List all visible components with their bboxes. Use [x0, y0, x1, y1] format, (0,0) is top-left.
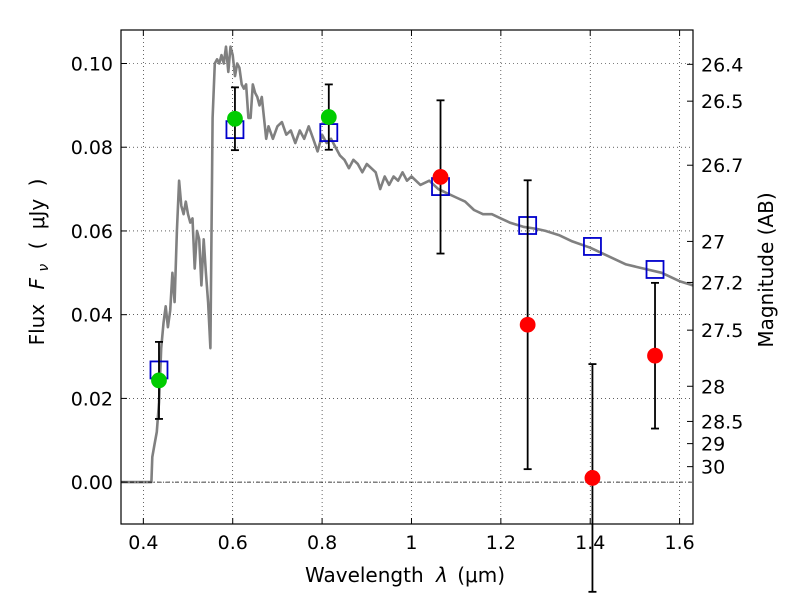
- y2-tick-label: 28: [701, 376, 725, 398]
- tick-marks: [121, 30, 693, 524]
- y2-tick-label: 27.2: [701, 272, 743, 294]
- error-bars: [154, 83, 660, 593]
- y-tick-label: 0.00: [71, 472, 113, 494]
- data-point: [151, 372, 167, 389]
- y2-tick-label: 26.7: [701, 155, 743, 177]
- y2-tick-label: 26.4: [701, 54, 743, 76]
- model-photometry-squares: [149, 120, 665, 380]
- y2-tick-label: 27.5: [701, 320, 743, 342]
- x-tick-label: 1.2: [486, 532, 516, 554]
- y-tick-label: 0.04: [71, 305, 113, 327]
- y-tick-label: 0.02: [71, 388, 113, 410]
- x-tick-label: 1.4: [575, 532, 605, 554]
- x-tick-label: 0.4: [128, 532, 158, 554]
- tick-labels: 0.4 0.6 0.8 1 1.2 1.4 1.6 0.00 0.02 0.04 0.06 0.08 0…: [71, 53, 744, 554]
- y2-tick-label: 28.5: [701, 411, 743, 433]
- y2-axis-label: Magnitude (AB): [754, 192, 778, 347]
- data-point: [584, 470, 601, 486]
- y2-tick-label: 27: [701, 231, 725, 253]
- data-point: [519, 316, 536, 333]
- plot-frame: [120, 29, 694, 525]
- model-spectrum-line: [121, 45, 694, 484]
- data-point: [320, 109, 337, 125]
- x-tick-label: 1: [405, 532, 417, 554]
- data-point: [227, 110, 243, 127]
- model-square-marker: [583, 237, 602, 256]
- y-tick-label: 0.08: [71, 137, 113, 159]
- model-spectrum: [121, 45, 694, 484]
- data-point: [647, 347, 663, 364]
- y2-tick-label: 26.5: [701, 91, 743, 113]
- observed-points: [151, 109, 663, 486]
- data-point: [432, 169, 449, 185]
- x-axis-label: Wavelength λ (μm): [305, 563, 505, 587]
- x-tick-label: 0.8: [307, 532, 337, 554]
- y-tick-label: 0.10: [71, 53, 113, 75]
- y2-tick-label: 30: [701, 457, 725, 479]
- y-tick-label: 0.06: [71, 221, 113, 243]
- y2-tick-label: 29: [701, 434, 725, 456]
- y-axis-label: Flux F ν ( μJy ): [25, 179, 53, 346]
- model-square-marker: [645, 260, 665, 279]
- x-tick-label: 1.6: [664, 532, 694, 554]
- x-tick-label: 0.6: [218, 532, 248, 554]
